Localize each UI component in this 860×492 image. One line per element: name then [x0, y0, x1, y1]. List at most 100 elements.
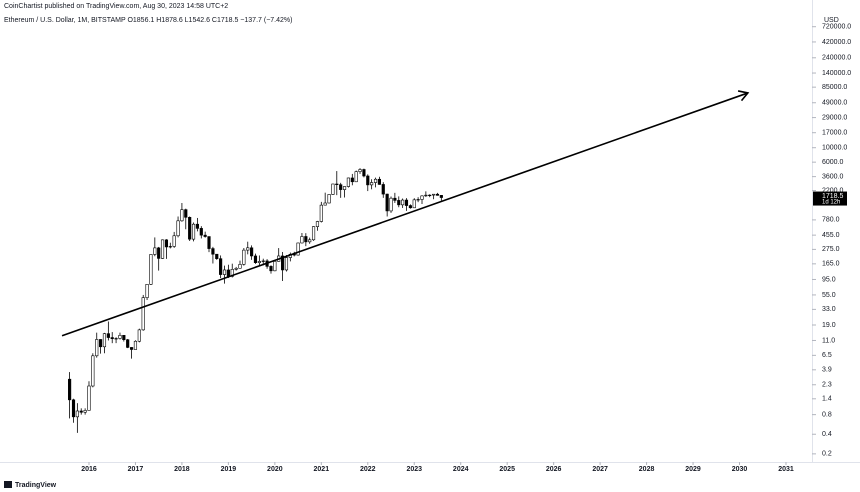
last-price: 1718.5 — [822, 193, 844, 200]
candle — [168, 242, 172, 249]
candle — [99, 339, 103, 354]
candle — [327, 194, 331, 204]
candle-body — [373, 178, 378, 183]
candle-body — [222, 269, 227, 275]
candle-body — [281, 255, 285, 271]
candle — [207, 236, 211, 253]
candle — [339, 182, 343, 198]
candle-body — [238, 264, 242, 269]
candle-body — [424, 194, 428, 197]
candle — [385, 193, 389, 217]
candle-body — [358, 169, 362, 172]
candle-body — [219, 258, 223, 275]
x-tick-label: 2016 — [81, 466, 97, 473]
symbol-legend: Ethereum / U.S. Dollar, 1M, BITSTAMP O18… — [4, 17, 292, 24]
candle-body — [253, 255, 258, 263]
candle — [393, 192, 397, 203]
candle-body — [315, 221, 320, 227]
candle — [188, 216, 192, 241]
candle — [331, 183, 335, 196]
candle — [126, 338, 130, 349]
candle — [284, 254, 289, 272]
brand: TradingView — [15, 482, 57, 489]
candle — [250, 245, 254, 260]
candle-body — [168, 246, 172, 248]
candle — [238, 260, 242, 269]
candle-body — [230, 269, 234, 277]
candle-body — [304, 236, 308, 243]
x-tick-label: 2029 — [685, 466, 701, 473]
candle — [141, 294, 145, 331]
candle-body — [207, 236, 211, 249]
candle — [319, 201, 323, 223]
candle-body — [397, 200, 401, 206]
candle — [246, 241, 250, 255]
candle — [377, 176, 381, 185]
candle — [91, 353, 95, 388]
candle — [315, 220, 320, 231]
candle-body — [157, 247, 161, 259]
candle-body — [215, 253, 219, 259]
y-tick-label: 0.2 — [822, 451, 832, 458]
candle — [191, 222, 196, 242]
candle — [102, 332, 107, 354]
y-tick-label: 33.0 — [822, 306, 836, 313]
candle-body — [83, 410, 87, 413]
candle — [273, 260, 277, 272]
candle — [366, 174, 370, 192]
candle-body — [164, 239, 169, 248]
candle — [354, 170, 358, 183]
candle — [149, 254, 153, 286]
candle-body — [269, 266, 273, 272]
candle-body — [199, 228, 203, 236]
candle — [350, 173, 354, 186]
y-tick-label: 95.0 — [822, 276, 836, 283]
candle-body — [319, 204, 323, 222]
candle — [370, 179, 374, 190]
candle — [87, 381, 91, 411]
y-tick-label: 140000.0 — [822, 70, 851, 77]
candle-body — [153, 247, 157, 255]
x-tick-label: 2021 — [314, 466, 330, 473]
candle-body — [188, 216, 192, 240]
x-tick-label: 2018 — [174, 466, 190, 473]
candle-body — [172, 235, 176, 247]
candle — [199, 226, 203, 239]
candle-body — [110, 337, 114, 340]
candle — [439, 195, 443, 201]
y-axis-unit: USD — [824, 17, 839, 24]
candle-body — [273, 261, 277, 272]
y-tick-label: 2200.0 — [822, 187, 844, 194]
candle — [68, 372, 72, 419]
trend-arrow-head — [737, 90, 750, 102]
x-tick-label: 2022 — [360, 466, 376, 473]
candle — [424, 191, 428, 197]
candle-body — [362, 169, 366, 177]
candle-body — [435, 193, 440, 196]
price-tag — [813, 191, 847, 206]
candle-body — [366, 175, 370, 186]
candle-body — [331, 183, 335, 195]
candle — [381, 182, 385, 198]
candle — [180, 202, 184, 222]
y-tick-label: 240000.0 — [822, 55, 851, 62]
x-tick-label: 2030 — [732, 466, 748, 473]
candle-body — [346, 177, 350, 187]
candle-body — [342, 186, 347, 190]
candle — [296, 242, 300, 256]
candle-body — [439, 195, 443, 198]
candle-body — [195, 223, 199, 229]
candle — [153, 237, 157, 257]
candle-body — [137, 329, 141, 342]
candle-body — [300, 236, 304, 244]
candle-body — [71, 399, 76, 418]
candle — [416, 197, 420, 203]
y-tick-label: 1.4 — [822, 396, 832, 403]
candle — [219, 255, 223, 279]
candle-body — [176, 220, 180, 237]
candle-body — [339, 184, 343, 190]
y-tick-label: 455.0 — [822, 232, 840, 239]
candle — [122, 335, 126, 342]
candle-body — [234, 267, 238, 270]
